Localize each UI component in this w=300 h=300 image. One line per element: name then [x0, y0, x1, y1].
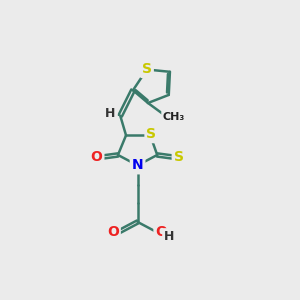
Text: S: S: [174, 150, 184, 164]
Text: H: H: [105, 107, 116, 120]
Text: S: S: [146, 127, 156, 141]
Text: N: N: [132, 158, 143, 172]
Text: O: O: [155, 225, 167, 239]
Text: S: S: [142, 62, 152, 76]
Text: H: H: [164, 230, 174, 243]
Text: CH₃: CH₃: [163, 112, 185, 122]
Text: O: O: [107, 225, 119, 239]
Text: O: O: [91, 150, 102, 164]
